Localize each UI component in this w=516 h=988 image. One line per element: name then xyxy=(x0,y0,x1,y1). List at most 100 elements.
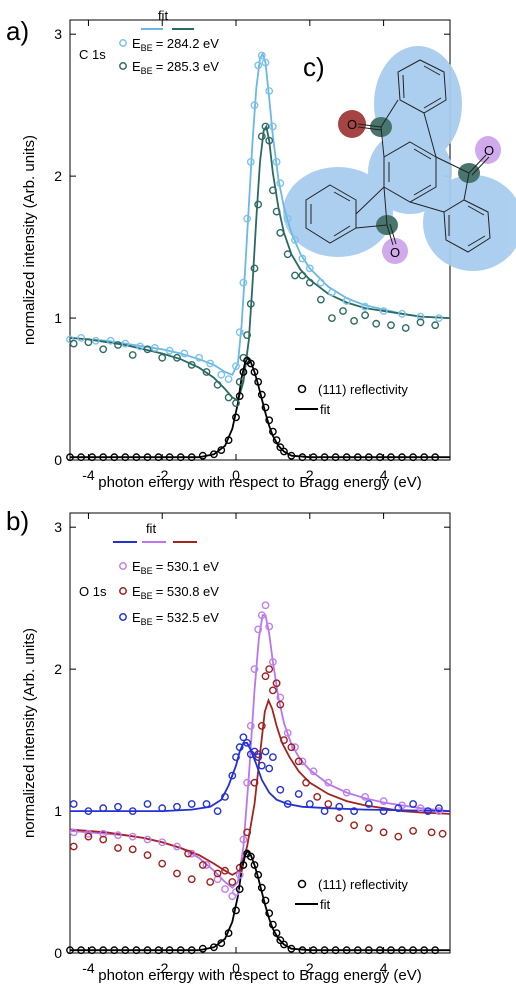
panel-b-data-point xyxy=(276,700,285,709)
panel-b-data-point xyxy=(143,800,152,808)
molecule-bonds xyxy=(305,59,491,253)
panel-b-data-point xyxy=(250,778,259,787)
panel-a-data-point xyxy=(298,271,307,280)
panel-b-data-point xyxy=(331,946,340,955)
panel-b-data-point xyxy=(265,665,274,673)
panel-a-data-point xyxy=(298,453,307,462)
panel-a-data-point xyxy=(198,451,207,460)
panel-b-core-level: O 1s xyxy=(79,584,107,599)
panel-b-data-point xyxy=(324,800,333,808)
panel-b: b) -4 -2 0 2 4 0 1 2 3 normalized intensity (Arb… xyxy=(6,506,451,984)
highlight-left-ring xyxy=(283,167,393,257)
oxygen-label-left: O xyxy=(347,117,357,132)
panel-b-data-point xyxy=(110,946,119,955)
panel-b-data-point xyxy=(187,800,196,808)
panel-a-data-point xyxy=(361,311,369,320)
panel-b-legend-name-3: EBE = 532.5 eV xyxy=(132,610,219,627)
panel-b-data-point xyxy=(409,800,417,808)
panel-b-data-point xyxy=(265,764,274,773)
panel-a-label: a) xyxy=(6,16,29,46)
panel-b-data-point xyxy=(143,835,152,844)
panel-b-data-point xyxy=(423,807,432,815)
panel-a-data-point xyxy=(320,453,329,462)
panel-b-ytick-label: 3 xyxy=(54,519,62,535)
panel-a-legend-refl-marker xyxy=(297,384,307,394)
highlight-oxygen-red xyxy=(338,110,366,138)
panel-b-marks xyxy=(66,601,451,955)
panel-b-data-point xyxy=(69,800,78,808)
panel-b-data-point xyxy=(257,722,266,730)
panel-b-data-point xyxy=(228,892,237,901)
panel-a-data-point xyxy=(99,453,108,462)
panel-a-data-point xyxy=(291,271,299,280)
panel-a-data-point xyxy=(209,450,218,459)
panel-b-data-point xyxy=(431,946,440,955)
panel-a-ytick-label: 1 xyxy=(54,310,62,326)
panel-b-data-point xyxy=(246,852,255,861)
highlight-oxygen-purple-bottom xyxy=(382,238,408,264)
panel-a-data-point xyxy=(246,157,255,166)
panel-b-legend-refl-label: (111) reflectivity xyxy=(318,877,408,892)
panel-b-data-point xyxy=(243,739,252,747)
panel-a-data-point xyxy=(165,453,174,462)
panel-a-data-point xyxy=(257,51,266,60)
panel-a-data-point xyxy=(379,307,388,315)
panel-b-data-point xyxy=(114,844,122,852)
panel-a-data-point xyxy=(217,446,226,454)
panel-a-marks xyxy=(66,51,451,462)
panel-b-data-point xyxy=(198,861,207,869)
panel-b-data-point xyxy=(173,802,181,811)
panel-b-data-point xyxy=(287,743,296,752)
panel-b-data-point xyxy=(213,875,222,884)
panel-b-data-point xyxy=(239,861,248,869)
panel-a-data-point xyxy=(409,453,417,462)
panel-b-data-point xyxy=(379,797,388,805)
panel-b-data-point xyxy=(239,733,248,742)
panel-a-data-point xyxy=(398,453,406,462)
panel-a-data-point xyxy=(398,309,406,318)
panel-b-data-point xyxy=(361,793,369,801)
panel-a-data-point xyxy=(272,207,281,216)
panel-b-data-point xyxy=(309,767,318,776)
panel-b-data-point xyxy=(335,802,344,811)
panel-a-data-point xyxy=(309,453,318,462)
panel-a-legend-name-1: EBE = 284.2 eV xyxy=(132,36,219,53)
panel-b-xtick-label: -4 xyxy=(82,960,95,976)
panel-b-data-point xyxy=(261,747,270,756)
panel-b-data-point xyxy=(280,940,288,949)
panel-b-legend-fit-label: fit xyxy=(146,521,157,536)
panel-b-data-point xyxy=(235,743,244,752)
panel-b-data-point xyxy=(320,807,329,815)
panel-b-data-point xyxy=(350,821,358,830)
panel-a-data-point xyxy=(213,380,222,389)
molecule-highlights xyxy=(283,46,516,271)
panel-a-data-point xyxy=(350,316,358,325)
panel-a-data-point xyxy=(106,336,115,345)
panel-b-data-point xyxy=(320,946,329,955)
panel-b-data-point xyxy=(394,804,403,813)
panel-b-data-point xyxy=(261,601,270,610)
panel-a-core-level: C 1s xyxy=(79,47,106,62)
panel-b-data-point xyxy=(364,824,373,832)
panel-a-data-point xyxy=(217,370,226,379)
panel-a-data-point xyxy=(305,264,314,273)
panel-b-data-point xyxy=(294,757,303,766)
panel-b-data-point xyxy=(158,859,167,868)
panel-a-data-point xyxy=(361,302,369,311)
panel-a-data-point xyxy=(250,101,259,110)
panel-b-data-point xyxy=(88,946,97,955)
panel-a-data-point xyxy=(176,453,185,462)
panel-a-data-point xyxy=(121,339,130,348)
panel-b-data-point xyxy=(257,883,266,892)
panel-b-data-point xyxy=(114,831,122,840)
panel-b-data-point xyxy=(84,832,93,841)
panel-b-data-point xyxy=(379,828,388,837)
panel-b-data-point xyxy=(243,778,252,787)
panel-a-data-point xyxy=(280,447,288,456)
panel-a-data-point xyxy=(69,339,78,348)
panel-b-data-point xyxy=(268,920,277,929)
panel-a-legend-fit-label: fit xyxy=(158,8,169,23)
panel-a-data-point xyxy=(276,228,285,237)
panel-a-data-point xyxy=(180,349,189,358)
panel-a-data-point xyxy=(232,413,240,422)
